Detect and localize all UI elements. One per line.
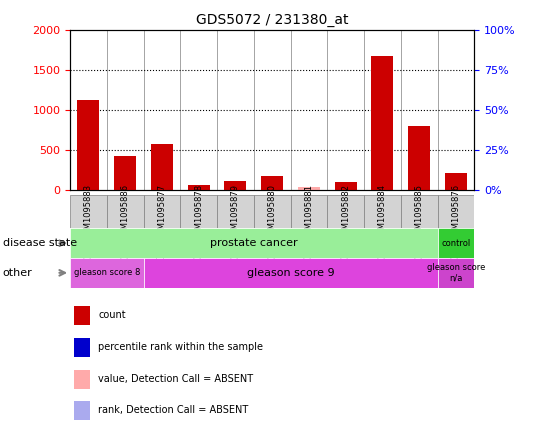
Bar bbox=[327, 195, 364, 228]
Text: GSM1095883: GSM1095883 bbox=[84, 184, 93, 239]
Bar bbox=[143, 195, 181, 228]
Bar bbox=[74, 401, 91, 420]
Text: GSM1095882: GSM1095882 bbox=[341, 184, 350, 239]
Bar bbox=[335, 181, 357, 190]
Text: control: control bbox=[441, 239, 471, 248]
Text: GSM1095884: GSM1095884 bbox=[378, 184, 387, 239]
Bar bbox=[74, 338, 91, 357]
Text: gleason score
n/a: gleason score n/a bbox=[427, 263, 485, 283]
Bar bbox=[445, 173, 467, 190]
Text: GSM1095880: GSM1095880 bbox=[268, 184, 277, 239]
Bar bbox=[224, 181, 246, 190]
Bar bbox=[364, 195, 401, 228]
Bar bbox=[78, 99, 100, 190]
Text: percentile rank within the sample: percentile rank within the sample bbox=[99, 342, 264, 352]
Bar bbox=[107, 195, 143, 228]
Text: GSM1095886: GSM1095886 bbox=[121, 184, 130, 239]
Bar bbox=[74, 370, 91, 389]
Bar bbox=[254, 195, 291, 228]
Text: disease state: disease state bbox=[3, 238, 77, 248]
Text: value, Detection Call = ABSENT: value, Detection Call = ABSENT bbox=[99, 374, 253, 384]
Text: GSM1095885: GSM1095885 bbox=[414, 184, 424, 239]
Text: GSM1095878: GSM1095878 bbox=[194, 184, 203, 239]
Bar bbox=[371, 56, 393, 190]
Bar bbox=[438, 258, 474, 288]
Bar bbox=[181, 195, 217, 228]
Title: GDS5072 / 231380_at: GDS5072 / 231380_at bbox=[196, 13, 348, 27]
Bar bbox=[70, 258, 143, 288]
Bar bbox=[401, 195, 438, 228]
Text: count: count bbox=[99, 310, 126, 320]
Text: gleason score 8: gleason score 8 bbox=[74, 268, 140, 277]
Bar bbox=[408, 126, 430, 190]
Bar bbox=[261, 176, 283, 190]
Text: gleason score 9: gleason score 9 bbox=[247, 268, 334, 278]
Bar bbox=[151, 144, 173, 190]
Bar bbox=[114, 156, 136, 190]
Bar bbox=[217, 195, 254, 228]
Bar bbox=[143, 258, 438, 288]
Text: GSM1095876: GSM1095876 bbox=[452, 184, 460, 239]
Bar bbox=[298, 187, 320, 190]
Text: rank, Detection Call = ABSENT: rank, Detection Call = ABSENT bbox=[99, 405, 248, 415]
Bar bbox=[188, 185, 210, 190]
Text: GSM1095879: GSM1095879 bbox=[231, 184, 240, 239]
Text: GSM1095877: GSM1095877 bbox=[157, 184, 167, 239]
Bar bbox=[70, 195, 107, 228]
Bar bbox=[291, 195, 327, 228]
Bar bbox=[438, 195, 474, 228]
Bar bbox=[74, 306, 91, 325]
Text: GSM1095881: GSM1095881 bbox=[305, 184, 314, 239]
Text: other: other bbox=[3, 268, 32, 278]
Bar bbox=[438, 228, 474, 258]
Text: prostate cancer: prostate cancer bbox=[210, 238, 298, 248]
